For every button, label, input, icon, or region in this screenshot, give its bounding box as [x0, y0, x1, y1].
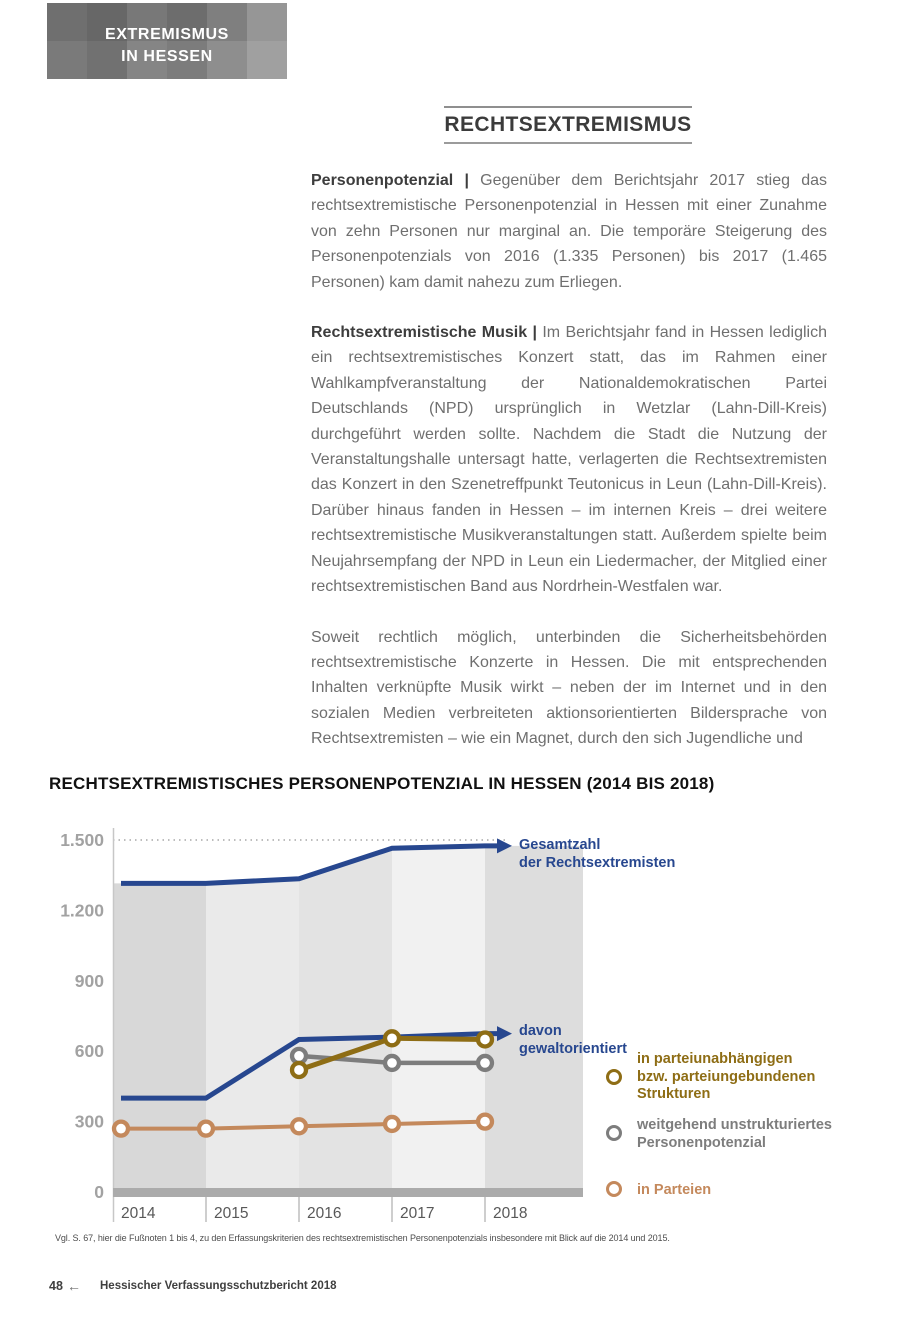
svg-text:2018: 2018: [493, 1205, 527, 1222]
svg-text:300: 300: [75, 1112, 104, 1132]
badge-mosaic: [47, 3, 287, 79]
legend-ring-parteiunabhaengig-icon: [606, 1069, 622, 1085]
chart-title: RECHTSEXTREMISTISCHES PERSONENPOTENZIAL …: [49, 774, 715, 793]
svg-text:600: 600: [75, 1041, 104, 1061]
paragraph-text: Gegenüber dem Berichtsjahr 2017 stieg da…: [311, 172, 828, 291]
svg-text:2014: 2014: [121, 1205, 156, 1222]
paragraph-personenpotenzial: Personenpotenzial | Gegenüber dem Berich…: [311, 168, 827, 295]
paragraph-musik: Rechtsextremistische Musik | Im Berichts…: [311, 320, 827, 599]
chart-footnote: Vgl. S. 67, hier die Fußnoten 1 bis 4, z…: [55, 1233, 670, 1243]
svg-text:1.200: 1.200: [60, 900, 104, 920]
legend-ring-parteien-icon: [606, 1181, 622, 1197]
series-label-gewaltorientiert: davon gewaltorientiert: [519, 1023, 627, 1057]
page-number: 48: [49, 1279, 63, 1293]
svg-text:0: 0: [94, 1182, 104, 1202]
footer-text: Hessischer Verfassungsschutzbericht 2018: [100, 1280, 337, 1292]
svg-text:900: 900: [75, 971, 104, 991]
paragraph-text: Im Berichtsjahr fand in Hessen lediglich…: [311, 324, 827, 596]
personenpotenzial-line-chart: 2014 2015 2016 2017 2018 0 300 600 900 1.200 1.500: [60, 828, 583, 1222]
svg-text:2017: 2017: [400, 1205, 434, 1222]
svg-text:2016: 2016: [307, 1205, 341, 1222]
paragraph-lead: Rechtsextremistische Musik |: [311, 324, 537, 342]
badge-line-2: IN HESSEN: [121, 48, 213, 65]
series-label-gesamtzahl: Gesamtzahl der Rechtsextremisten: [519, 837, 676, 871]
svg-text:1.500: 1.500: [60, 830, 104, 850]
legend-ring-unstrukturiert-icon: [606, 1125, 622, 1141]
svg-text:2015: 2015: [214, 1205, 248, 1222]
back-arrow-icon: ←: [67, 1278, 81, 1294]
paragraph-konzerte: Soweit rechtlich möglich, unterbinden di…: [311, 625, 827, 752]
legend-label-parteiunabhaengig: in parteiunabhängigen bzw. parteiungebun…: [637, 1051, 816, 1102]
legend-label-parteien: in Parteien: [637, 1182, 712, 1198]
paragraph-text: Soweit rechtlich möglich, unterbinden di…: [311, 628, 827, 748]
body-text-column: Personenpotenzial | Gegenüber dem Berich…: [311, 168, 827, 777]
legend-label-unstrukturiert: weitgehend unstrukturiertes Personenpote…: [637, 1117, 832, 1151]
paragraph-lead: Personenpotenzial |: [311, 172, 469, 189]
badge-text: EXTREMISMUS IN HESSEN: [47, 24, 287, 68]
badge-line-1: EXTREMISMUS: [105, 26, 229, 43]
page-title: RECHTSEXTREMISMUS: [444, 106, 692, 144]
extremismus-badge: EXTREMISMUS IN HESSEN: [47, 3, 287, 79]
